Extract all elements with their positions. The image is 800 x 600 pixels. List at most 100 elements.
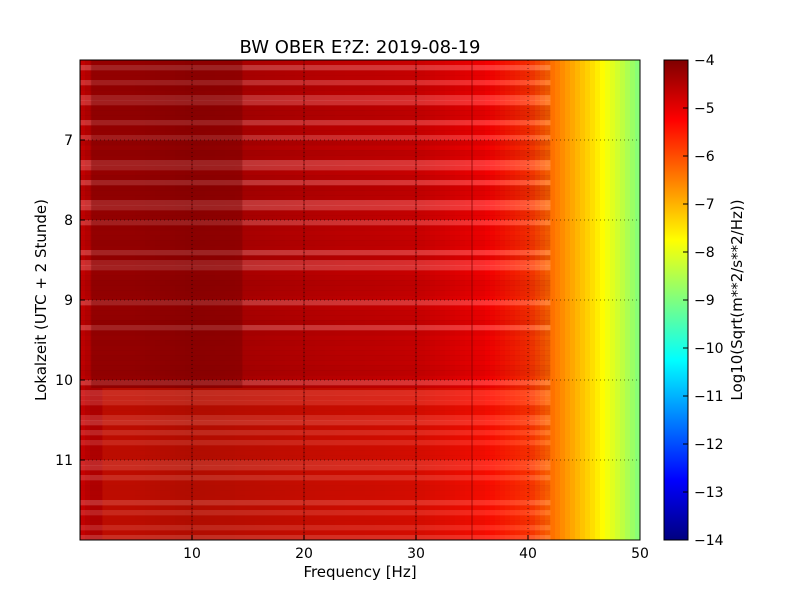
heatmap-column [175,60,181,540]
heatmap-row [80,260,551,266]
heatmap-row [80,500,551,506]
colorbar-tick-label: −12 [694,437,724,453]
heatmap-column [220,60,226,540]
gridlines [80,60,640,540]
y-tick-label: 9 [64,293,73,309]
heatmap-row [80,295,551,301]
heatmap-row [80,405,551,411]
heatmap-column [575,60,581,540]
heatmap-column [275,60,281,540]
heatmap-column [325,60,331,540]
chart-title: BW OBER E?Z: 2019-08-19 [240,37,481,58]
heatmap-row [80,230,551,236]
heatmap-row [80,455,551,461]
heatmap-row [80,190,551,196]
heatmap-column [265,60,271,540]
heatmap-column [580,60,586,540]
heatmap-column [405,60,411,540]
heatmap-row [80,75,551,81]
heatmap-column [515,60,521,540]
colorbar-tick-label: −4 [694,53,715,69]
heatmap-row [80,100,551,106]
heatmap-column [185,60,191,540]
heatmap-column [240,60,246,540]
heatmap-row [80,380,551,386]
heatmap-row [80,245,551,251]
heatmap-row [80,465,551,471]
heatmap-column [460,60,466,540]
heatmap-column [565,60,571,540]
heatmap-row [80,270,551,276]
heatmap-row [80,385,551,391]
colorbar-tick-label: −9 [694,293,715,309]
heatmap-column [235,60,241,540]
colorbar-tick-label: −8 [694,245,715,261]
heatmap-row [80,505,551,511]
heatmap-row [80,85,551,91]
heatmap-row [80,470,551,476]
heatmap-row [80,220,551,226]
heatmap-column [425,60,431,540]
heatmap-row [80,240,551,246]
colorbar-tick-label: −10 [694,341,724,357]
heatmap-row [80,155,551,161]
heatmap-column [85,60,91,540]
heatmap-row-texture [80,60,551,540]
heatmap-row [80,435,551,441]
heatmap-row [80,490,551,496]
heatmap-column [540,60,546,540]
heatmap-row [80,255,551,261]
heatmap-column [255,60,261,540]
heatmap-row [80,425,551,431]
x-tick-label: 20 [295,546,313,562]
heatmap-row [80,475,551,481]
heatmap-row [80,185,551,191]
heatmap-row [80,325,551,331]
heatmap-column [385,60,391,540]
heatmap-row [80,205,551,211]
heatmap-row [80,125,551,131]
heatmap-column [245,60,251,540]
heatmap-row [80,215,551,221]
heatmap-column [165,60,171,540]
heatmap-column [285,60,291,540]
heatmap-row [80,345,551,351]
y-axis-ticks: 7 8 9 10 11 [55,133,85,469]
colorbar-ticks: −4 −5 −6 −7 −8 −9 −10 −11 −12 −13 −14 [683,53,724,549]
heatmap-column [415,60,421,540]
heatmap-column [345,60,351,540]
plot-area [80,60,640,540]
heatmap-column [295,60,301,540]
heatmap-column [475,60,481,540]
heatmap-row [80,350,551,356]
colorbar-tick-label: −11 [694,389,724,405]
x-axis-label: Frequency [Hz] [303,563,416,581]
heatmap-column [535,60,541,540]
heatmap-row [80,290,551,296]
heatmap-column [120,60,126,540]
heatmap-row [80,65,551,71]
heatmap-row [80,460,551,466]
heatmap-row [80,135,551,141]
heatmap-row [80,175,551,181]
heatmap-row [80,60,551,66]
heatmap-row [80,420,551,426]
heatmap-column [595,60,601,540]
heatmap-column [420,60,426,540]
heatmap-row [80,450,551,456]
heatmap-row [80,440,551,446]
heatmap-column [335,60,341,540]
heatmap-row [80,120,551,126]
heatmap-row [80,510,551,516]
heatmap-row [80,370,551,376]
x-axis-ticks: 10 20 30 40 50 [183,535,649,562]
heatmap-column [140,60,146,540]
heatmap-column [500,60,506,540]
heatmap-row [80,195,551,201]
heatmap-row [80,485,551,491]
heatmap-row [80,375,551,381]
heatmap-column [480,60,486,540]
heatmap-column [455,60,461,540]
heatmap-column [105,60,111,540]
